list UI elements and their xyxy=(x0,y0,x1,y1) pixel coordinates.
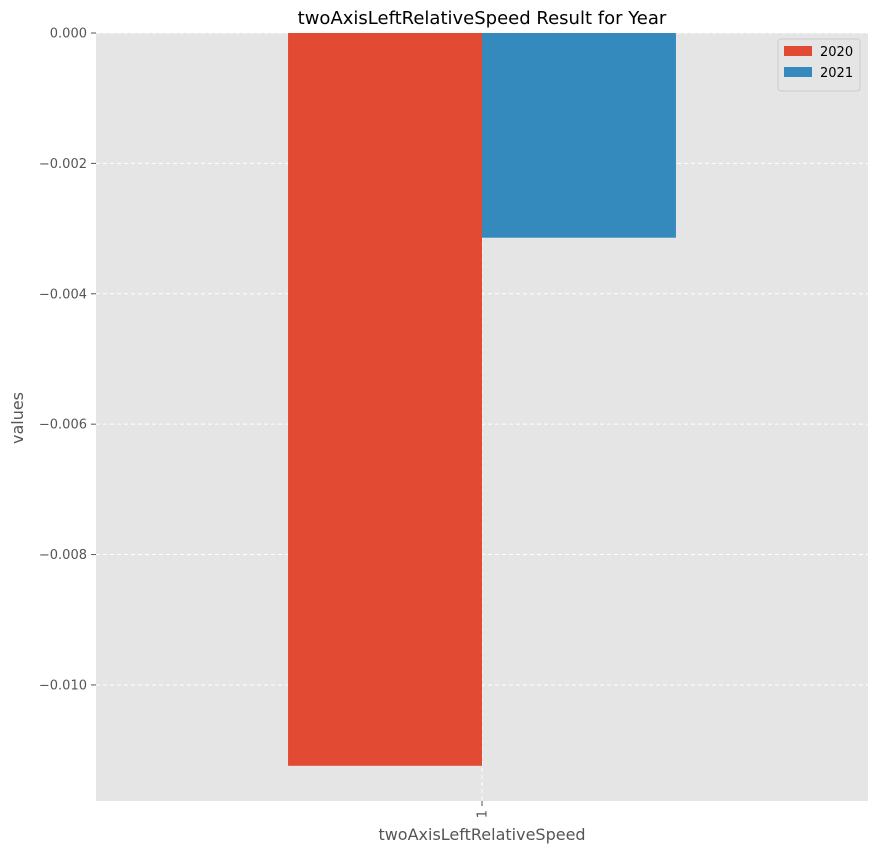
y-tick-label: −0.010 xyxy=(39,678,87,693)
y-tick-label: −0.004 xyxy=(39,287,87,302)
chart-title: twoAxisLeftRelativeSpeed Result for Year xyxy=(298,8,667,29)
legend-label-2020: 2020 xyxy=(820,45,853,60)
bars xyxy=(288,33,676,766)
y-tick-label: 0.000 xyxy=(50,27,87,42)
bar-2021 xyxy=(482,33,676,238)
legend-swatch-2020 xyxy=(784,46,812,56)
x-axis-label: twoAxisLeftRelativeSpeed xyxy=(378,825,585,844)
y-tick-label: −0.006 xyxy=(39,418,87,433)
y-axis-label: values xyxy=(8,392,27,444)
x-axis-ticks: 1 xyxy=(476,801,491,818)
bar-2020 xyxy=(288,33,482,766)
y-tick-label: −0.008 xyxy=(39,548,87,563)
legend-label-2021: 2021 xyxy=(820,66,853,81)
x-tick-label: 1 xyxy=(476,810,491,818)
y-axis-ticks: 0.000 −0.002 −0.004 −0.006 −0.008 −0.010 xyxy=(39,27,96,693)
y-tick-label: −0.002 xyxy=(39,157,87,172)
legend: 2020 2021 xyxy=(777,38,861,92)
legend-swatch-2021 xyxy=(784,67,812,77)
